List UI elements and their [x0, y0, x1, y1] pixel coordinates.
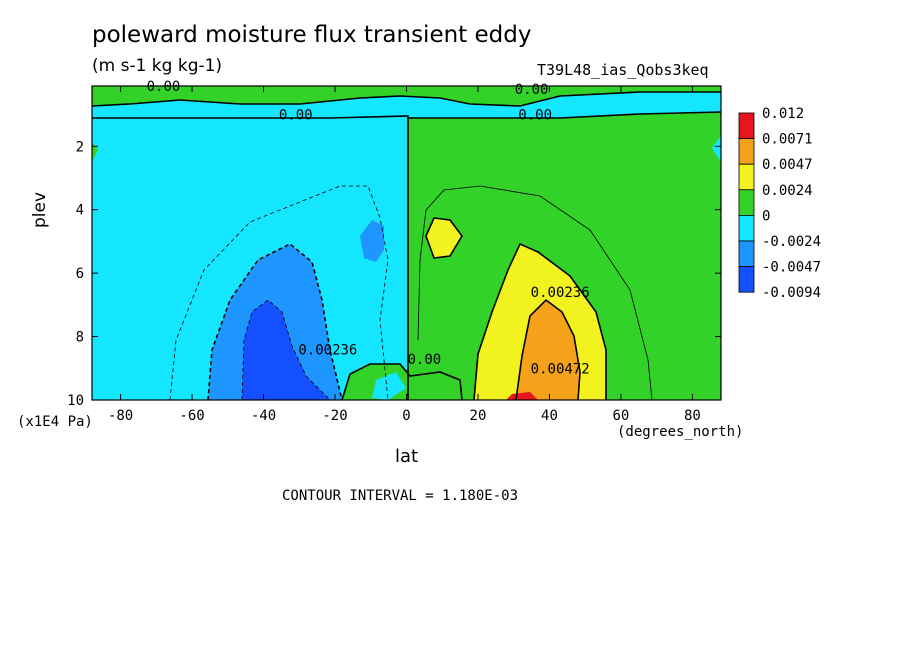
x-axis-unit: (degrees_north) [617, 424, 744, 440]
colorbar-label: -0.0094 [762, 285, 821, 301]
field-nh-plus1b [426, 218, 462, 258]
colorbar-swatch [738, 138, 755, 165]
contour-label: 0.00 [518, 108, 552, 124]
contour-equator-blob [341, 363, 463, 400]
contour-nh-thick2 [515, 298, 581, 400]
field-sh-minus1b [360, 220, 384, 262]
colorbar-label: -0.0047 [762, 260, 821, 276]
contour-lines [92, 91, 721, 400]
contour-sh-thick [207, 243, 343, 400]
colorbar-label: 0.012 [762, 106, 804, 122]
contour-zero-main [92, 111, 721, 400]
x-tick-label: 60 [613, 408, 630, 424]
field-sh-edge [92, 142, 98, 162]
x-tick-label: 0 [402, 408, 410, 424]
contour-interval: CONTOUR INTERVAL = 1.180E-03 [282, 488, 519, 504]
filled-contours [92, 86, 721, 400]
y-tick-label: 10 [67, 393, 84, 409]
contour-label: 0.00 [147, 79, 181, 95]
x-tick-label: 20 [470, 408, 487, 424]
x-tick-label: -20 [322, 408, 347, 424]
colorbar-label: 0.0071 [762, 132, 813, 148]
contour-label: 0.00236 [531, 285, 590, 301]
contour-nh-thin1 [417, 185, 653, 400]
contour-sh-thin2 [241, 299, 331, 400]
x-tick-label: -80 [108, 408, 133, 424]
x-tick-label: 80 [684, 408, 701, 424]
x-tick-label: -60 [179, 408, 204, 424]
colorbar-label: 0.0024 [762, 183, 813, 199]
contour-label: 0.00236 [298, 342, 357, 358]
colorbar-swatch [738, 163, 755, 191]
y-tick-label: 6 [76, 266, 84, 282]
colorbar-swatch [738, 240, 755, 268]
contour-nh-thick [473, 242, 607, 400]
axis-ticks: -80 -60 -40 -20 0 20 40 60 80 2 4 6 8 10 [67, 86, 721, 424]
colorbar-swatch [738, 266, 755, 293]
colorbar-swatch [738, 189, 755, 216]
contour-zero-top [92, 91, 721, 107]
field-equator-cyan [372, 372, 406, 400]
y-tick-label: 2 [76, 139, 84, 155]
y-tick-label: 4 [76, 203, 84, 219]
y-axis-unit: (x1E4 Pa) [17, 414, 93, 430]
colorbar: 0.012 0.0071 0.0047 0.0024 0 -0.0024 -0.0047 -0… [738, 106, 821, 301]
run-label: T39L48_ias_Qobs3keq [537, 61, 709, 79]
field-nh-plus2 [516, 300, 580, 400]
colorbar-label: 0 [762, 208, 770, 224]
colorbar-swatch [738, 112, 755, 140]
contour-label: 0.00 [515, 82, 549, 98]
x-axis-label: lat [395, 446, 419, 467]
contour-nh-blob [425, 217, 463, 259]
colorbar-label: 0.0047 [762, 157, 813, 173]
contour-label: 0.00 [279, 108, 313, 124]
contour-labels: 0.00 0.00 0.00 0.00 0.00236 0.00472 0.00236 0.0… [147, 79, 590, 377]
colorbar-label: -0.0024 [762, 234, 821, 250]
y-tick-label: 8 [76, 330, 84, 346]
colorbar-swatch [738, 214, 755, 242]
field-sh-minus2 [242, 300, 330, 400]
field-nh-plus3 [506, 392, 538, 400]
contour-label: 0.00 [408, 352, 442, 368]
contour-label: 0.00472 [531, 361, 590, 377]
chart-units: (m s-1 kg kg-1) [92, 56, 223, 76]
x-tick-label: 40 [541, 408, 558, 424]
chart-title: poleward moisture flux transient eddy [92, 22, 532, 48]
x-tick-label: -40 [251, 408, 276, 424]
